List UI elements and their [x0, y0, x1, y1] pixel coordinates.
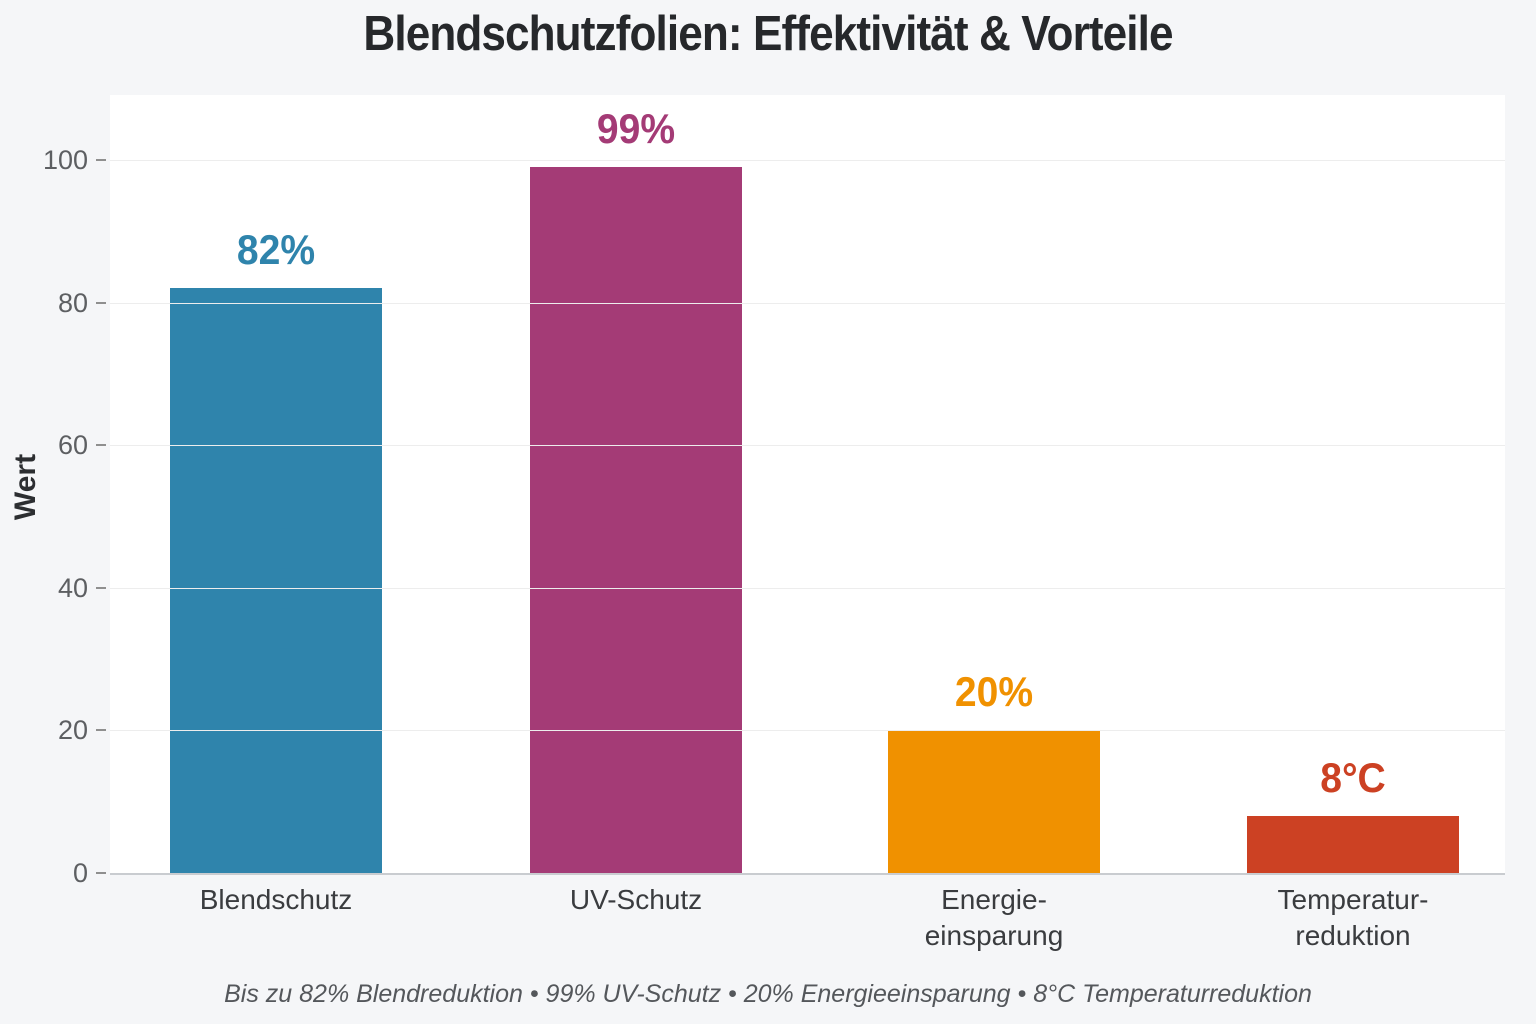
gridline [110, 587, 1505, 589]
x-tick-label-uv-schutz: UV-Schutz [569, 884, 703, 915]
bar-energieeinsparung [888, 730, 1100, 873]
bar-value-label: 8°C [1320, 754, 1386, 801]
bar-temperaturreduktion [1247, 816, 1459, 873]
gridline [110, 160, 1505, 161]
chart-caption: Bis zu 82% Blendreduktion • 99% UV-Schut… [224, 980, 1312, 1008]
y-tick-mark [96, 586, 106, 589]
y-tick-mark [96, 444, 106, 447]
y-tick-mark [96, 301, 106, 304]
y-tick-label: 80 [57, 287, 88, 318]
x-tick-label-temperaturreduktion: Temperatur- reduktion [1277, 884, 1429, 951]
y-tick-mark [96, 159, 106, 161]
y-tick-label: 100 [42, 145, 88, 175]
plot-area: 82% 99% 20% 8°C [110, 95, 1505, 875]
gridline [110, 730, 1505, 732]
bar-value-label: 20% [954, 668, 1034, 715]
gridline [110, 445, 1505, 447]
bar-blendschutz [170, 288, 382, 873]
bar-value-label: 82% [236, 226, 316, 273]
x-tick-label-blendschutz: Blendschutz [199, 884, 353, 915]
chart-title: Blendschutzfolien: Effektivität & Vortei… [363, 7, 1173, 61]
y-tick-label: 0 [72, 858, 88, 888]
y-tick-mark [96, 872, 106, 874]
y-tick-label: 20 [57, 715, 88, 746]
bar-value-label: 99% [596, 105, 676, 152]
y-tick-mark [96, 729, 106, 732]
gridline [110, 302, 1505, 304]
bar-uv-schutz [530, 167, 742, 873]
y-tick-label: 60 [57, 430, 88, 461]
y-tick-label: 40 [57, 572, 88, 603]
x-tick-label-energieeinsparung: Energie- einsparung [924, 884, 1064, 951]
